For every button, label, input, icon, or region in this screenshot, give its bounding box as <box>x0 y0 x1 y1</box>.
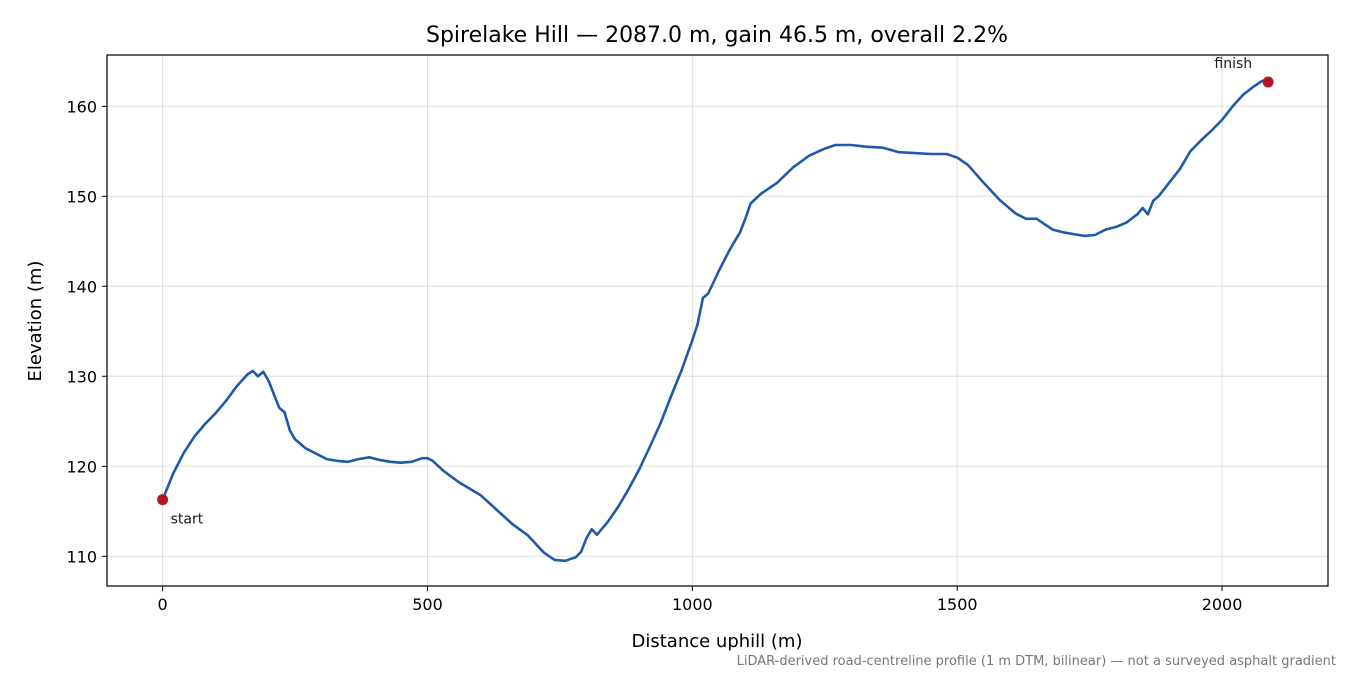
elevation-profile-line <box>161 78 1270 563</box>
axis-ticks: 0 500 1000 1500 2000 110 120 130 140 150 160 <box>66 97 1242 614</box>
y-tick-label: 160 <box>66 97 97 116</box>
y-tick-label: 130 <box>66 367 97 386</box>
chart-title: Spirelake Hill — 2087.0 m, gain 46.5 m, … <box>426 23 1008 48</box>
x-tick-label: 1500 <box>937 595 978 614</box>
start-label: start <box>171 512 204 528</box>
y-tick-label: 140 <box>66 277 97 296</box>
y-tick-label: 120 <box>66 457 97 476</box>
start-marker <box>157 494 169 506</box>
y-axis-label: Elevation (m) <box>25 261 46 382</box>
plot-frame <box>106 54 1329 587</box>
x-tick-label: 0 <box>158 595 168 614</box>
source-footnote: LiDAR-derived road-centreline profile (1… <box>737 654 1336 669</box>
finish-marker <box>1262 76 1274 88</box>
x-tick-label: 1000 <box>672 595 713 614</box>
finish-label: finish <box>1214 56 1252 72</box>
endpoint-markers: start finish <box>157 56 1274 528</box>
grid <box>107 55 1328 586</box>
x-tick-label: 500 <box>412 595 443 614</box>
x-tick-label: 2000 <box>1202 595 1243 614</box>
y-tick-label: 150 <box>66 187 97 206</box>
y-tick-label: 110 <box>66 547 97 566</box>
x-axis-label: Distance uphill (m) <box>632 631 803 652</box>
